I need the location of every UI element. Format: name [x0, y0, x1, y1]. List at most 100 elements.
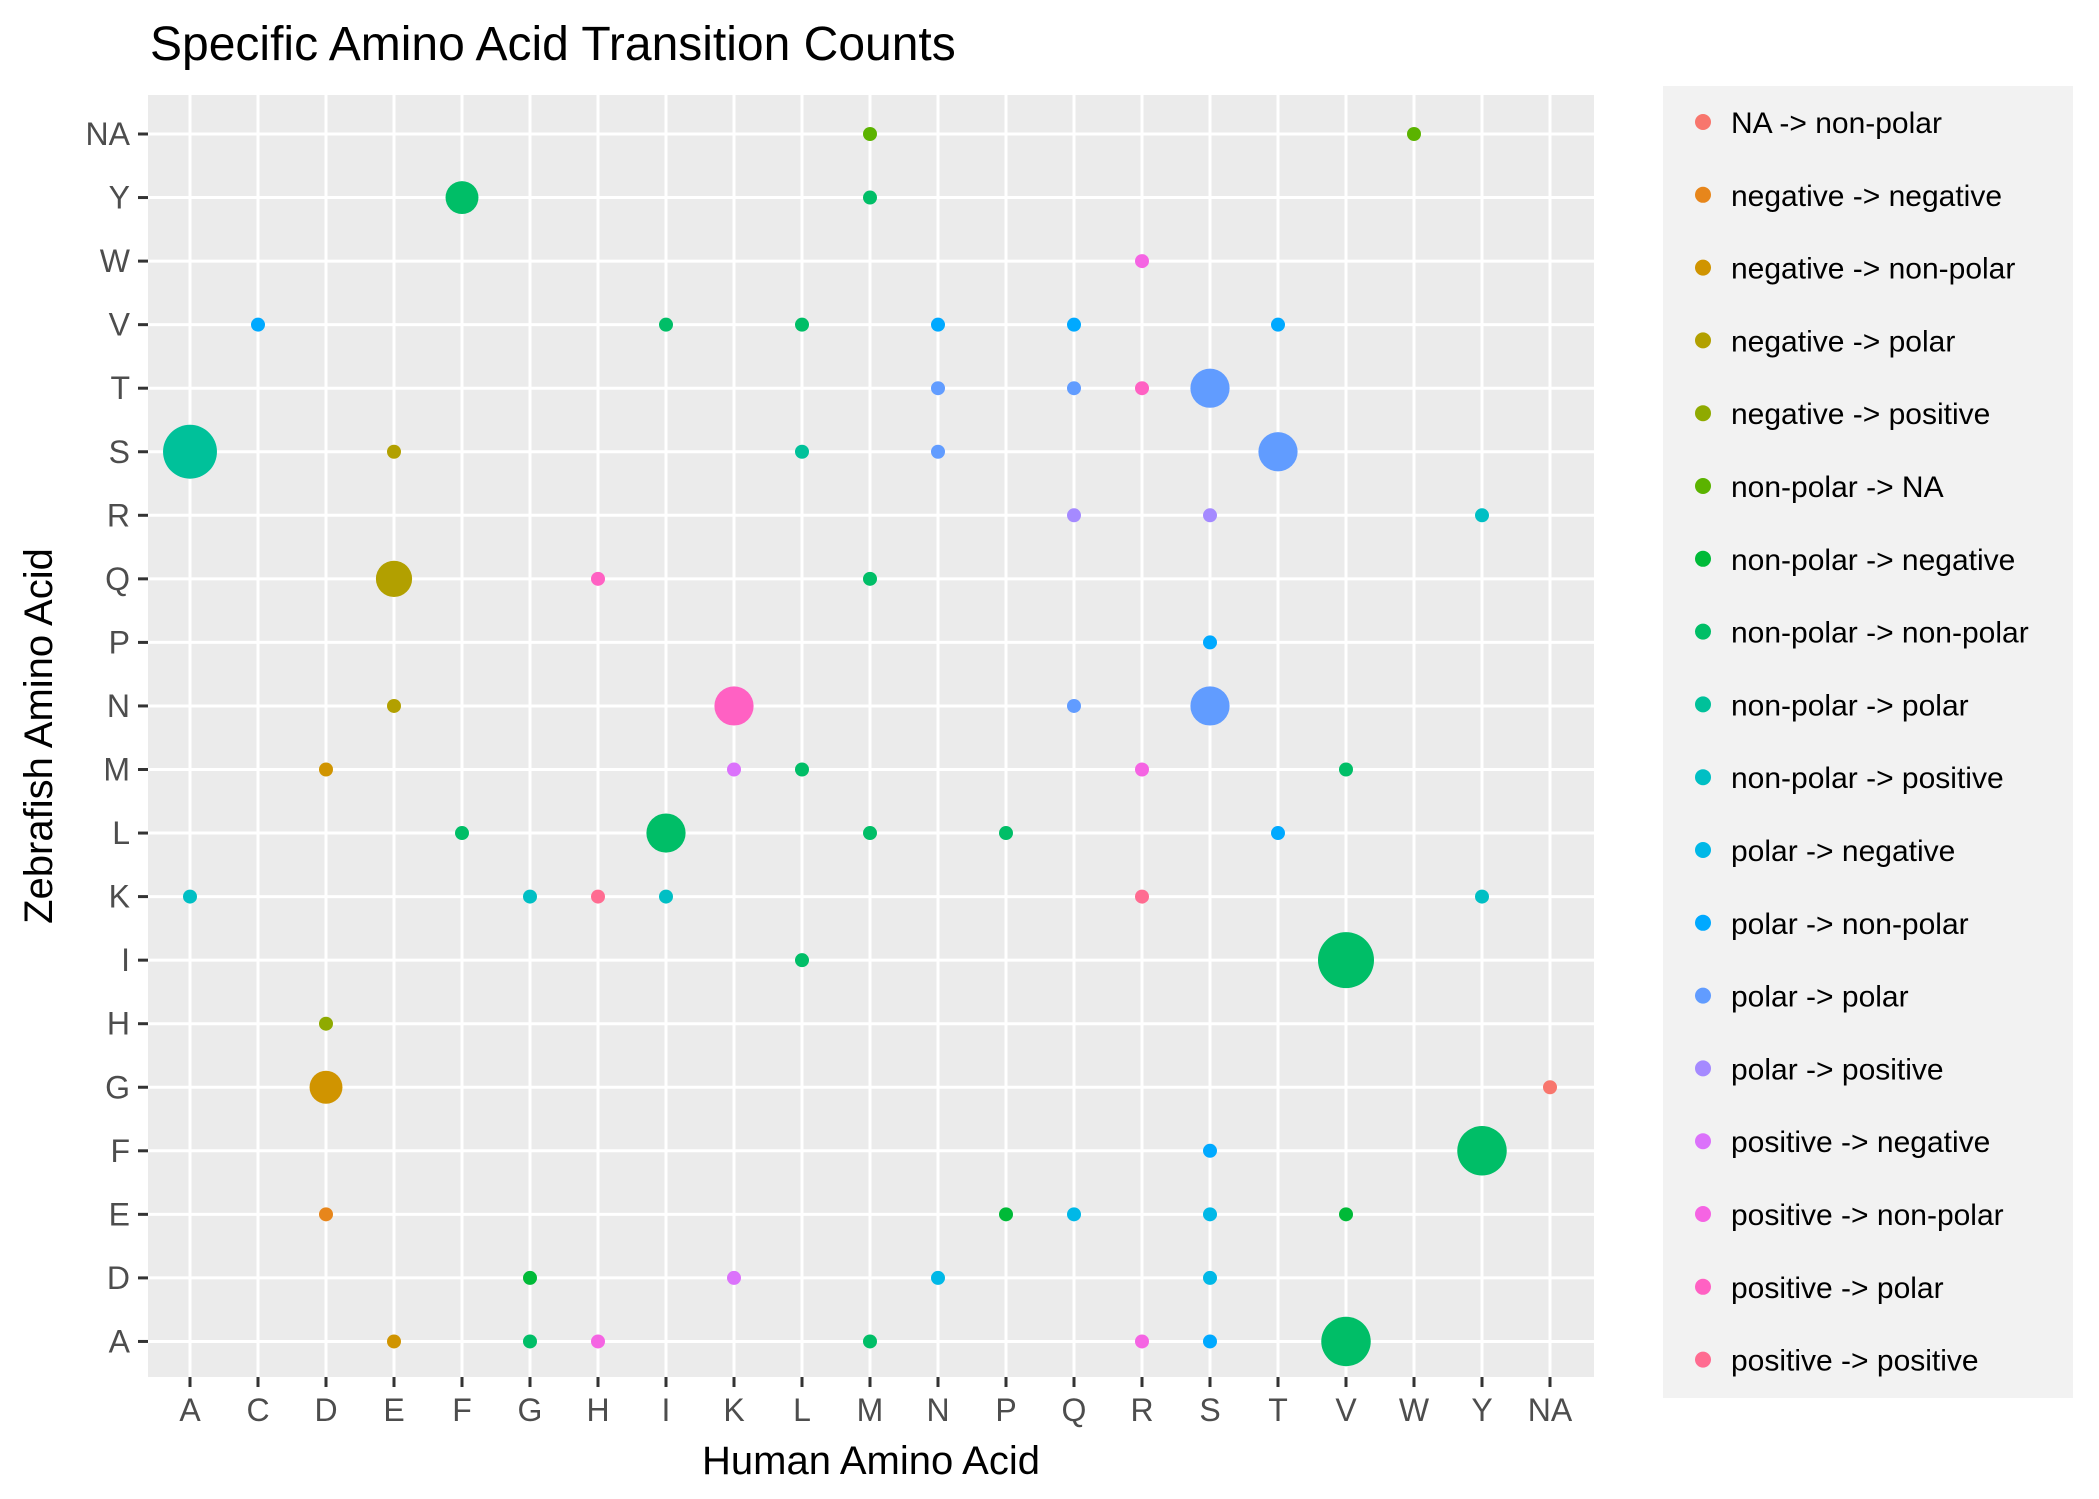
data-point [1203, 1207, 1217, 1222]
x-tick-label: R [1130, 1392, 1153, 1428]
data-point [1203, 1143, 1217, 1158]
data-point [863, 1334, 877, 1349]
data-point [1339, 762, 1353, 777]
legend-label: positive -> non-polar [1731, 1199, 2004, 1232]
y-tick-label: E [109, 1196, 130, 1232]
data-point [1203, 1334, 1217, 1349]
legend-label: non-polar -> polar [1731, 689, 1969, 722]
y-tick-label: S [109, 434, 130, 470]
legend-label: non-polar -> non-polar [1731, 617, 2029, 650]
data-point [1135, 1334, 1149, 1349]
x-tick-label: C [246, 1392, 269, 1428]
legend-label: non-polar -> negative [1731, 544, 2015, 577]
data-point [445, 181, 479, 215]
x-tick-label: NA [1528, 1392, 1573, 1428]
y-axis-label: Zebrafish Amino Acid [17, 548, 61, 924]
data-point [727, 762, 741, 777]
x-tick-label: G [518, 1392, 543, 1428]
x-tick-label: M [857, 1392, 884, 1428]
legend-label: non-polar -> positive [1731, 762, 2004, 795]
data-point [714, 686, 754, 726]
data-point [1318, 932, 1374, 989]
legend-label: negative -> negative [1731, 180, 2002, 213]
y-tick-label: W [100, 243, 131, 279]
legend-swatch [1695, 332, 1711, 349]
legend-label: polar -> polar [1731, 981, 1909, 1014]
legend-swatch [1695, 186, 1711, 203]
legend-swatch [1695, 1206, 1711, 1222]
data-point [999, 1207, 1013, 1222]
x-tick-label: E [383, 1392, 404, 1428]
data-point [319, 1207, 333, 1222]
data-point [1067, 317, 1081, 332]
x-tick-label: N [926, 1392, 949, 1428]
data-point [1135, 762, 1149, 777]
legend-background [1663, 86, 2073, 1398]
legend-label: polar -> non-polar [1731, 908, 1969, 941]
legend-swatch [1695, 1351, 1711, 1368]
legend-label: negative -> polar [1731, 325, 1955, 358]
x-tick-label: H [586, 1392, 609, 1428]
legend-label: positive -> positive [1731, 1345, 1979, 1378]
data-point [1203, 635, 1217, 650]
data-point [795, 317, 809, 332]
data-point [591, 889, 605, 904]
data-point [309, 1070, 343, 1104]
data-point [523, 1270, 537, 1285]
data-point [863, 571, 877, 586]
data-point [387, 698, 401, 713]
data-point [1067, 508, 1081, 523]
data-point [1339, 1207, 1353, 1222]
y-tick-label: G [105, 1069, 130, 1105]
chart-title: Specific Amino Acid Transition Counts [150, 18, 956, 71]
legend-swatch [1695, 550, 1711, 567]
legend-swatch [1695, 478, 1711, 494]
legend-label: negative -> positive [1731, 398, 1990, 431]
data-points [163, 127, 1557, 1367]
data-point [183, 889, 197, 904]
legend-swatch [1695, 842, 1711, 858]
data-point [659, 317, 673, 332]
legend-swatch [1695, 696, 1711, 713]
data-point [931, 444, 945, 459]
data-point [1067, 698, 1081, 713]
y-tick-label: Y [109, 180, 130, 216]
legend-label: polar -> positive [1731, 1053, 1944, 1086]
data-point [591, 1334, 605, 1349]
data-point [1135, 889, 1149, 904]
x-axis-label: Human Amino Acid [702, 1439, 1040, 1483]
y-tick-label: P [109, 624, 130, 660]
x-tick-label: Y [1471, 1392, 1492, 1428]
legend-label: non-polar -> NA [1731, 471, 1944, 504]
y-tick-label: I [121, 942, 130, 978]
legend-swatch [1695, 405, 1711, 422]
legend-swatch [1695, 769, 1711, 786]
data-point [1135, 254, 1149, 269]
data-point [1475, 508, 1489, 523]
data-point [1457, 1126, 1507, 1176]
x-tick-label: T [1268, 1392, 1288, 1428]
data-point [659, 889, 673, 904]
x-tick-label: W [1399, 1392, 1430, 1428]
legend-label: positive -> polar [1731, 1272, 1944, 1305]
x-tick-label: I [662, 1392, 671, 1428]
data-point [931, 1270, 945, 1285]
data-point [1190, 686, 1230, 726]
data-point [727, 1270, 741, 1285]
data-point [863, 127, 877, 141]
data-point [1271, 826, 1285, 841]
data-point [319, 762, 333, 777]
legend-label: NA -> non-polar [1731, 107, 1942, 140]
x-tick-label: V [1335, 1392, 1357, 1428]
data-point [375, 560, 413, 597]
data-point [646, 813, 686, 853]
legend-swatch [1695, 623, 1711, 640]
legend-swatch [1695, 914, 1711, 931]
x-axis: A C D E F G H I K L M N P Q R S T V W Y NA [179, 1377, 1573, 1428]
y-tick-label: V [109, 307, 131, 343]
y-tick-label: H [107, 1006, 130, 1042]
data-point [1190, 368, 1230, 408]
data-point [795, 444, 809, 459]
